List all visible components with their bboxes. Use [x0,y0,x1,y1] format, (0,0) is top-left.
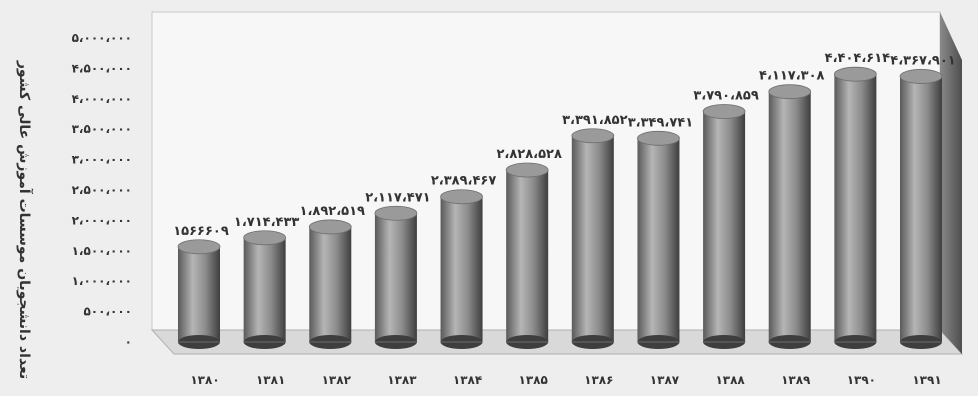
x-tick-label: ۱۳۸۱ [256,373,285,387]
y-tick-label: ۵،۰۰۰،۰۰۰ [72,31,132,45]
bar-group: ۴،۴۰۴،۶۱۴ [825,51,890,349]
bar-group: ۱،۸۹۲،۵۱۹ [300,204,365,349]
bar-top [505,162,549,178]
bar-base-edge [571,341,614,343]
data-label: ۴،۴۰۴،۶۱۴ [825,51,890,66]
x-tick-label: ۱۳۸۵ [519,373,548,387]
bar-top [374,205,418,221]
y-tick-label: ۳،۰۰۰،۰۰۰ [72,153,132,167]
bar-base-edge [178,341,220,343]
bar-group: ۳،۳۹۱،۸۵۲ [562,113,628,349]
bar [243,237,286,342]
data-label: ۴،۳۶۷،۹۰۱ [890,53,955,68]
bar [506,170,549,342]
y-axis: ۰ ۵۰۰،۰۰۰ ۱،۰۰۰،۰۰۰ ۱،۵۰۰،۰۰۰ ۲،۰۰۰،۰۰۰ ۲،۵۰۰… [72,31,132,349]
x-tick-label: ۱۳۸۶ [584,373,613,387]
bar [440,196,483,342]
bar-top [899,69,943,84]
y-axis-label: تعداد دانشجویان موسسات آموزش عالی کشور [16,60,34,379]
bar-base-edge [703,341,746,343]
bar-top [702,104,746,119]
data-label: ۱،۸۹۲،۵۱۹ [300,204,365,219]
bar-group: ۴،۳۶۷،۹۰۱ [890,53,956,349]
x-tick-label: ۱۳۸۹ [781,373,811,387]
bar [703,111,746,342]
y-tick-label: ۱،۵۰۰،۰۰۰ [72,244,132,258]
y-tick-label: ۴،۵۰۰،۰۰۰ [72,61,132,75]
bar-top [243,230,287,246]
x-tick-label: ۱۳۸۸ [715,373,745,387]
bar [900,76,942,343]
bar-top [308,219,352,235]
bar-top [637,130,680,146]
bar-group: ۱۵۶۶۶۰۹ [173,224,229,349]
data-label: ۲،۳۸۹،۴۶۷ [431,174,496,189]
bar-top [768,84,812,100]
bar-group: ۳،۷۹۰،۸۵۹ [693,89,759,349]
bar-group: ۲،۸۲۸،۵۲۸ [496,147,562,349]
bar [834,74,877,343]
bar-top [177,239,221,255]
x-tick-label: ۱۳۸۳ [387,373,417,387]
bar-base-edge [834,341,877,343]
bar-base-edge [243,341,286,343]
y-tick-label: ۴،۰۰۰،۰۰۰ [72,92,132,106]
data-label: ۲،۸۲۸،۵۲۸ [496,147,561,162]
bar-top [833,66,877,82]
y-tick-label: ۰ [125,335,132,349]
y-tick-label: ۳،۵۰۰،۰۰۰ [72,122,132,136]
bar-base-edge [309,341,352,343]
bar-group: ۴،۱۱۷،۳۰۸ [759,69,825,349]
data-label: ۱،۷۱۴،۴۳۳ [234,215,299,230]
bar [637,138,680,342]
bar-base-edge [768,341,811,343]
bar-base-edge [506,341,549,343]
y-tick-label: ۵۰۰،۰۰۰ [83,305,132,319]
bar-group: ۲،۱۱۷،۴۷۱ [365,190,431,349]
x-tick-label: ۱۳۹۱ [912,373,941,387]
bar-base-edge [900,341,942,343]
data-label: ۳،۷۹۰،۸۵۹ [693,89,758,104]
x-tick-label: ۱۳۸۷ [650,373,680,387]
data-label: ۴،۱۱۷،۳۰۸ [759,69,824,84]
bar-group: ۳،۳۴۹،۷۴۱ [628,115,693,349]
x-tick-label: ۱۳۸۴ [453,373,482,387]
data-label: ۲،۱۱۷،۴۷۱ [365,190,430,205]
y-tick-label: ۲،۵۰۰،۰۰۰ [72,183,132,197]
bar [374,213,417,342]
data-label: ۳،۳۴۹،۷۴۱ [628,115,693,130]
bar-base-edge [440,341,483,343]
x-tick-label: ۱۳۸۰ [190,373,219,387]
x-tick-label: ۱۳۸۲ [322,373,352,387]
bar-top [440,189,483,205]
bar [768,91,811,343]
bar [309,226,352,342]
x-axis: ۱۳۸۰ ۱۳۸۱ ۱۳۸۲ ۱۳۸۳ ۱۳۸۴ ۱۳۸۵ ۱۳۸۶ ۱۳۸۷ ۱۳۸۸ ۱۳۸۹… [190,373,941,387]
bar-base-edge [374,341,417,343]
data-label: ۳،۳۹۱،۸۵۲ [562,113,627,128]
y-tick-label: ۲،۰۰۰،۰۰۰ [72,213,132,227]
bar-base-edge [637,341,680,343]
data-label: ۱۵۶۶۶۰۹ [173,224,229,239]
bar [178,246,220,342]
bar-group: ۱،۷۱۴،۴۳۳ [234,215,299,349]
bar-group: ۲،۳۸۹،۴۶۷ [431,174,496,349]
y-tick-label: ۱،۰۰۰،۰۰۰ [72,274,132,288]
bars: ۱۵۶۶۶۰۹ ۱،۷۱۴،۴۳۳۱،۸۹۲،۵۱۹۲،۱۱۷،۴۷۱۲،۳۸۹،… [173,51,956,349]
bar-top [571,128,615,144]
side-wall [940,12,962,354]
bar [571,135,614,342]
x-tick-label: ۱۳۹۰ [847,373,876,387]
